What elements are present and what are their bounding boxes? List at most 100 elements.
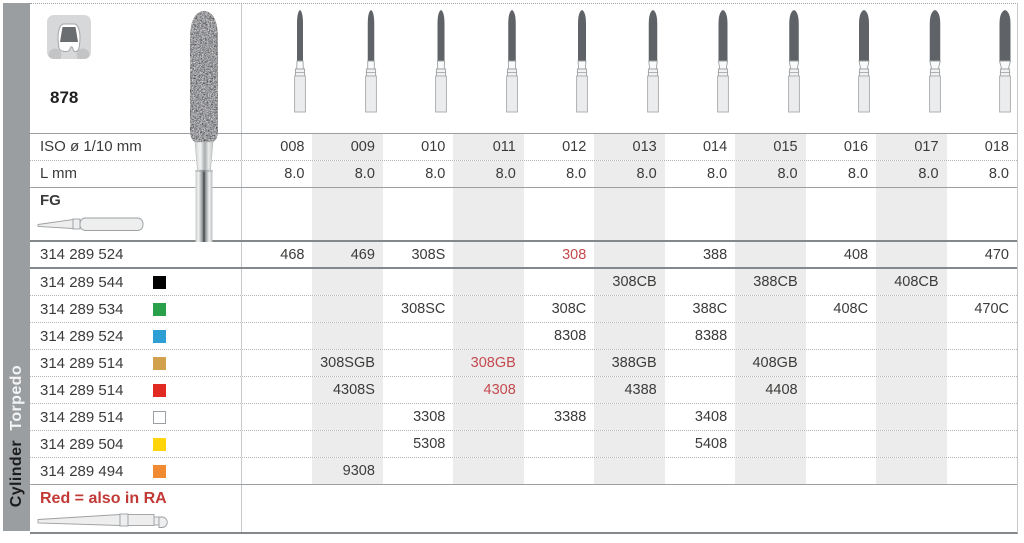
product-code: 4308S	[332, 382, 375, 398]
crown-icon	[47, 15, 91, 59]
length-value: 8.0	[847, 166, 869, 182]
code-cell	[876, 431, 947, 457]
bur-size-icon	[787, 10, 800, 113]
code-cell	[594, 296, 665, 322]
code-cell	[735, 323, 806, 349]
code-cell	[524, 431, 594, 457]
product-rows: 314 289 524 468 469 308S 308 388 408 470 314 289…	[30, 242, 1017, 485]
grit-square-black	[153, 275, 166, 289]
code-cell: 308C	[524, 296, 594, 322]
bur-column-013	[594, 4, 664, 133]
code-cell	[453, 431, 524, 457]
code-cell: 408CB	[876, 269, 947, 295]
empty-cell	[312, 188, 383, 240]
article-number: 314 289 524	[40, 327, 124, 345]
code-cell	[665, 377, 735, 403]
length-value: 8.0	[284, 166, 305, 182]
code-cell	[312, 269, 383, 295]
article-number: 314 289 494	[40, 462, 124, 480]
code-cells: 308SC 308C 388C 408C 470C	[242, 296, 1017, 322]
length-label: L mm	[40, 165, 77, 182]
iso-value: 008	[280, 139, 305, 155]
iso-label-cell: ISO ø 1/10 mm	[30, 134, 180, 160]
code-cell	[594, 323, 665, 349]
code-cell	[524, 350, 594, 376]
iso-value-cell: 012	[524, 134, 594, 160]
product-code: 4408	[765, 382, 798, 398]
code-cell	[947, 350, 1017, 376]
code-cell	[735, 431, 806, 457]
iso-value: 014	[702, 139, 728, 155]
article-cell: 314 289 514	[30, 377, 180, 403]
iso-value: 011	[492, 139, 516, 155]
product-code: 308SC	[401, 301, 446, 317]
code-cell	[876, 323, 947, 349]
code-cell	[453, 242, 524, 267]
article-number: 314 289 514	[40, 354, 124, 372]
iso-value-cell: 014	[665, 134, 735, 160]
bur-size-icon	[294, 10, 307, 113]
code-cell	[947, 269, 1017, 295]
length-value: 8.0	[495, 166, 516, 182]
code-cell: 8308	[524, 323, 594, 349]
footer-row: Red = also in RA	[30, 485, 1017, 532]
figure-cell: 878	[30, 4, 180, 133]
article-number: 314 289 514	[40, 381, 124, 399]
grit-square-white	[153, 410, 166, 424]
code-cell	[594, 431, 665, 457]
code-cell: 308GB	[453, 350, 524, 376]
code-cell: 469	[312, 242, 383, 267]
bur-column-012	[524, 4, 594, 133]
code-cell	[383, 350, 453, 376]
code-cell: 388	[665, 242, 735, 267]
code-cell	[806, 431, 876, 457]
iso-value-cell: 009	[312, 134, 383, 160]
article-cell: 314 289 544	[30, 269, 180, 295]
sidebar-label-cylinder: Cylinder	[8, 439, 25, 507]
shank-row: FG	[30, 188, 1017, 242]
code-cells: 3308 3388 3408	[242, 404, 1017, 430]
product-row: 314 289 524 8308 8388	[30, 323, 1017, 350]
product-code: 308SGB	[320, 355, 375, 371]
code-cell	[876, 296, 947, 322]
product-code: 3308	[413, 409, 446, 425]
code-cells: 5308 5408	[242, 431, 1017, 457]
code-cell: 388CB	[735, 269, 806, 295]
code-cell: 3388	[524, 404, 594, 430]
article-number: 314 289 544	[40, 273, 124, 291]
article-number: 314 289 504	[40, 435, 124, 453]
code-cell	[806, 269, 876, 295]
code-cell: 408GB	[735, 350, 806, 376]
length-row: L mm 8.0 8.0 8.0 8.0 8.0 8.0 8.0 8.0 8.0 8.0 8.0	[30, 161, 1017, 188]
code-cell: 5408	[665, 431, 735, 457]
product-code: 388CB	[753, 274, 798, 290]
code-cell	[453, 404, 524, 430]
code-cell	[383, 458, 453, 484]
length-value-cell: 8.0	[524, 161, 594, 187]
code-cell	[383, 323, 453, 349]
iso-value-cell: 008	[242, 134, 312, 160]
grit-square-gold	[153, 356, 166, 370]
code-cell: 308SGB	[312, 350, 383, 376]
code-cell: 408C	[806, 296, 876, 322]
bur-size-cells	[242, 4, 1017, 133]
code-cell	[947, 404, 1017, 430]
code-cell	[242, 404, 312, 430]
iso-value: 010	[421, 139, 446, 155]
product-code: 308C	[551, 301, 587, 317]
code-cell	[312, 323, 383, 349]
bur-size-icon	[717, 10, 730, 113]
article-cell: 314 289 524	[30, 323, 180, 349]
product-code: 388	[702, 247, 728, 263]
code-cell	[312, 296, 383, 322]
length-value-cell: 8.0	[453, 161, 524, 187]
bur-column-014	[665, 4, 735, 133]
length-value-cell: 8.0	[594, 161, 665, 187]
code-cell: 308SC	[383, 296, 453, 322]
product-code: 469	[350, 247, 375, 263]
header-row: 878	[30, 4, 1017, 134]
code-cell: 308S	[383, 242, 453, 267]
article-cell: 314 289 534	[30, 296, 180, 322]
product-code: 408GB	[752, 355, 798, 371]
bur-column-011	[453, 4, 523, 133]
